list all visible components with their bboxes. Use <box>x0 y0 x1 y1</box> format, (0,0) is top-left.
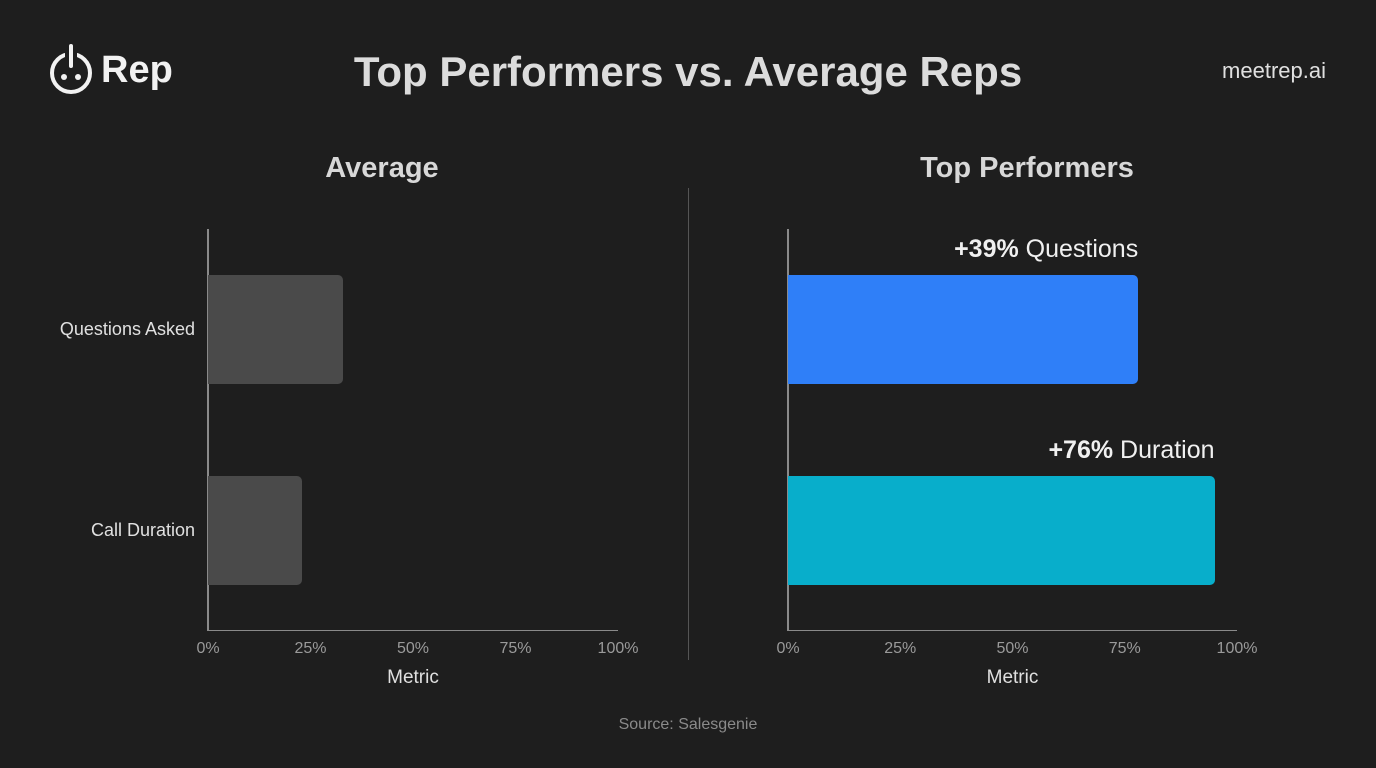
annotation-value: +76% <box>1048 436 1114 464</box>
divider <box>688 188 689 660</box>
x-tick-label: 100% <box>1216 640 1258 657</box>
bar <box>788 476 1215 585</box>
bar <box>208 275 344 384</box>
panel-title: Average <box>325 152 439 184</box>
logo: Rep <box>49 44 173 96</box>
bar <box>788 275 1139 384</box>
x-axis-label: Metric <box>986 667 1039 688</box>
x-tick-label: 25% <box>884 640 917 657</box>
y-axis-line <box>787 229 789 631</box>
x-tick-label: 50% <box>996 640 1029 657</box>
y-axis-line <box>207 229 209 631</box>
x-tick-label: 75% <box>1108 640 1141 657</box>
site-url: meetrep.ai <box>1222 58 1326 83</box>
x-tick-label: 0% <box>196 640 220 657</box>
category-label: Questions Asked <box>59 319 195 339</box>
x-axis-line <box>208 630 618 631</box>
category-label: Call Duration <box>90 520 195 540</box>
logo-text: Rep <box>101 48 173 91</box>
x-tick-label: 0% <box>776 640 800 657</box>
bar-annotation: +76% Duration <box>1048 436 1214 465</box>
x-axis-line <box>788 630 1237 631</box>
x-tick-label: 100% <box>597 640 639 657</box>
annotation-value: +39% <box>954 235 1019 263</box>
panel-title: Top Performers <box>920 152 1134 184</box>
x-axis-label: Metric <box>387 667 439 688</box>
power-face-icon <box>50 44 92 94</box>
source-note: Source: Salesgenie <box>618 716 758 733</box>
x-tick-label: 25% <box>294 640 327 657</box>
page-title: Top Performers vs. Average Reps <box>353 48 1023 95</box>
annotation-text: Questions <box>1018 235 1139 263</box>
bar-annotation: +39% Questions <box>954 235 1138 264</box>
x-tick-label: 50% <box>396 640 430 657</box>
annotation-text: Duration <box>1113 436 1215 464</box>
bar <box>208 476 303 585</box>
x-tick-label: 75% <box>499 640 532 657</box>
